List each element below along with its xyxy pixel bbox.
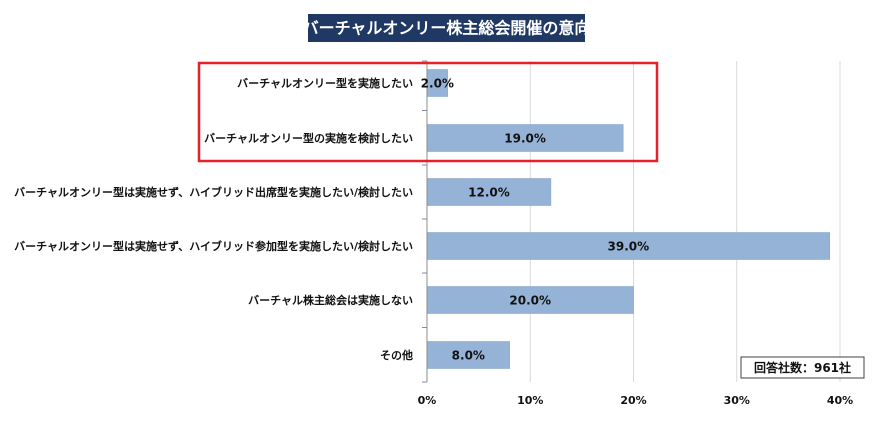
bar-5 (426, 341, 510, 369)
x-tick-label-3: 30% (724, 394, 750, 407)
category-label-1: バーチャルオンリー型の実施を検討したい (204, 131, 413, 145)
value-label-3: 39.0% (608, 240, 650, 254)
category-label-2: バーチャルオンリー型は実施せず、ハイブリッド出席型を実施したい/検討したい (14, 185, 413, 199)
value-label-2: 12.0% (468, 186, 510, 200)
value-label-0: 2.0% (421, 77, 454, 91)
category-label-4: バーチャル株主総会は実施しない (248, 293, 413, 307)
gridlines (529, 61, 841, 382)
category-label-3: バーチャルオンリー型は実施せず、ハイブリッド参加型を実施したい/検討したい (14, 239, 413, 253)
chart-title-background (308, 14, 585, 42)
y-axis (422, 60, 428, 383)
bar-2 (426, 178, 552, 206)
x-tick-label-0: 0% (418, 394, 437, 407)
chart-title: バーチャルオンリー株主総会開催の意向 (303, 19, 591, 38)
x-tick-labels: 0% 10% 20% 30% 40% (418, 394, 854, 407)
x-tick-label-2: 20% (620, 394, 646, 407)
respondent-count-box (740, 356, 865, 379)
highlight-box (197, 61, 659, 163)
bars (426, 69, 830, 369)
category-label-0: バーチャルオンリー型を実施したい (237, 76, 413, 90)
value-label-4: 20.0% (509, 294, 551, 308)
x-tick-label-4: 40% (827, 394, 853, 407)
category-label-5: その他 (380, 348, 413, 362)
respondent-count: 回答社数：961社 (754, 360, 851, 375)
bar-3 (426, 232, 830, 260)
value-label-5: 8.0% (452, 349, 485, 363)
bar-4 (426, 286, 634, 314)
value-labels: 2.0% 19.0% 12.0% 39.0% 20.0% 8.0% (421, 77, 649, 363)
value-label-1: 19.0% (504, 132, 546, 146)
x-tick-label-1: 10% (517, 394, 543, 407)
category-labels: バーチャルオンリー型を実施したいバーチャルオンリー型の実施を検討したいバーチャル… (14, 76, 413, 362)
